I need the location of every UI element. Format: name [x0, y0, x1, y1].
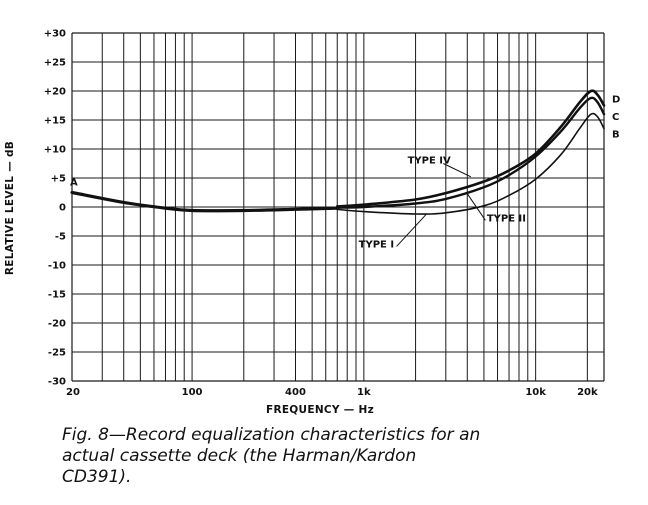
y-tick-label: -30 — [48, 377, 66, 388]
curve-type-ii — [336, 96, 606, 209]
figure-caption: Fig. 8—Record equalization characteristi… — [62, 425, 481, 487]
y-tick-label: +10 — [44, 145, 66, 156]
y-tick-label: -15 — [48, 290, 66, 301]
label-c: C — [612, 112, 619, 123]
label-type-i: TYPE I — [359, 240, 394, 251]
y-axis-title: RELATIVE LEVEL — dB — [4, 141, 16, 275]
x-tick-label: 100 — [182, 387, 203, 398]
y-tick-label: +30 — [44, 29, 66, 40]
label-a: A — [70, 178, 78, 189]
y-tick-label: -20 — [48, 319, 66, 330]
leader-type-iv — [443, 163, 472, 178]
leader-type-ii — [466, 193, 486, 221]
x-tick-label: 20 — [66, 387, 80, 398]
grid — [71, 32, 605, 382]
annotations: A TYPE IV TYPE II TYPE I DCB — [70, 95, 620, 251]
x-tick-label: 20k — [577, 387, 598, 398]
x-tick-label: 400 — [285, 387, 306, 398]
label-b: B — [612, 129, 620, 140]
leader-type-i — [396, 214, 427, 247]
x-axis-title: FREQUENCY — Hz — [266, 404, 374, 416]
curve-a — [70, 190, 339, 213]
y-tick-label: -10 — [48, 261, 66, 272]
label-type-ii: TYPE II — [487, 214, 526, 225]
curve-type-iv — [335, 89, 606, 208]
label-type-iv: TYPE IV — [408, 156, 451, 167]
curves — [70, 89, 606, 215]
y-tick-label: +5 — [51, 174, 66, 185]
y-tick-label: -5 — [55, 232, 66, 243]
label-d: D — [612, 95, 620, 106]
y-tick-label: +15 — [44, 116, 66, 127]
curve-type-i — [336, 112, 605, 215]
x-tick-label: 10k — [525, 387, 546, 398]
y-tick-label: +25 — [44, 58, 66, 69]
y-tick-label: +20 — [44, 87, 66, 98]
y-tick-label: 0 — [59, 203, 66, 214]
x-tick-label: 1k — [357, 387, 371, 398]
y-tick-label: -25 — [48, 348, 66, 359]
